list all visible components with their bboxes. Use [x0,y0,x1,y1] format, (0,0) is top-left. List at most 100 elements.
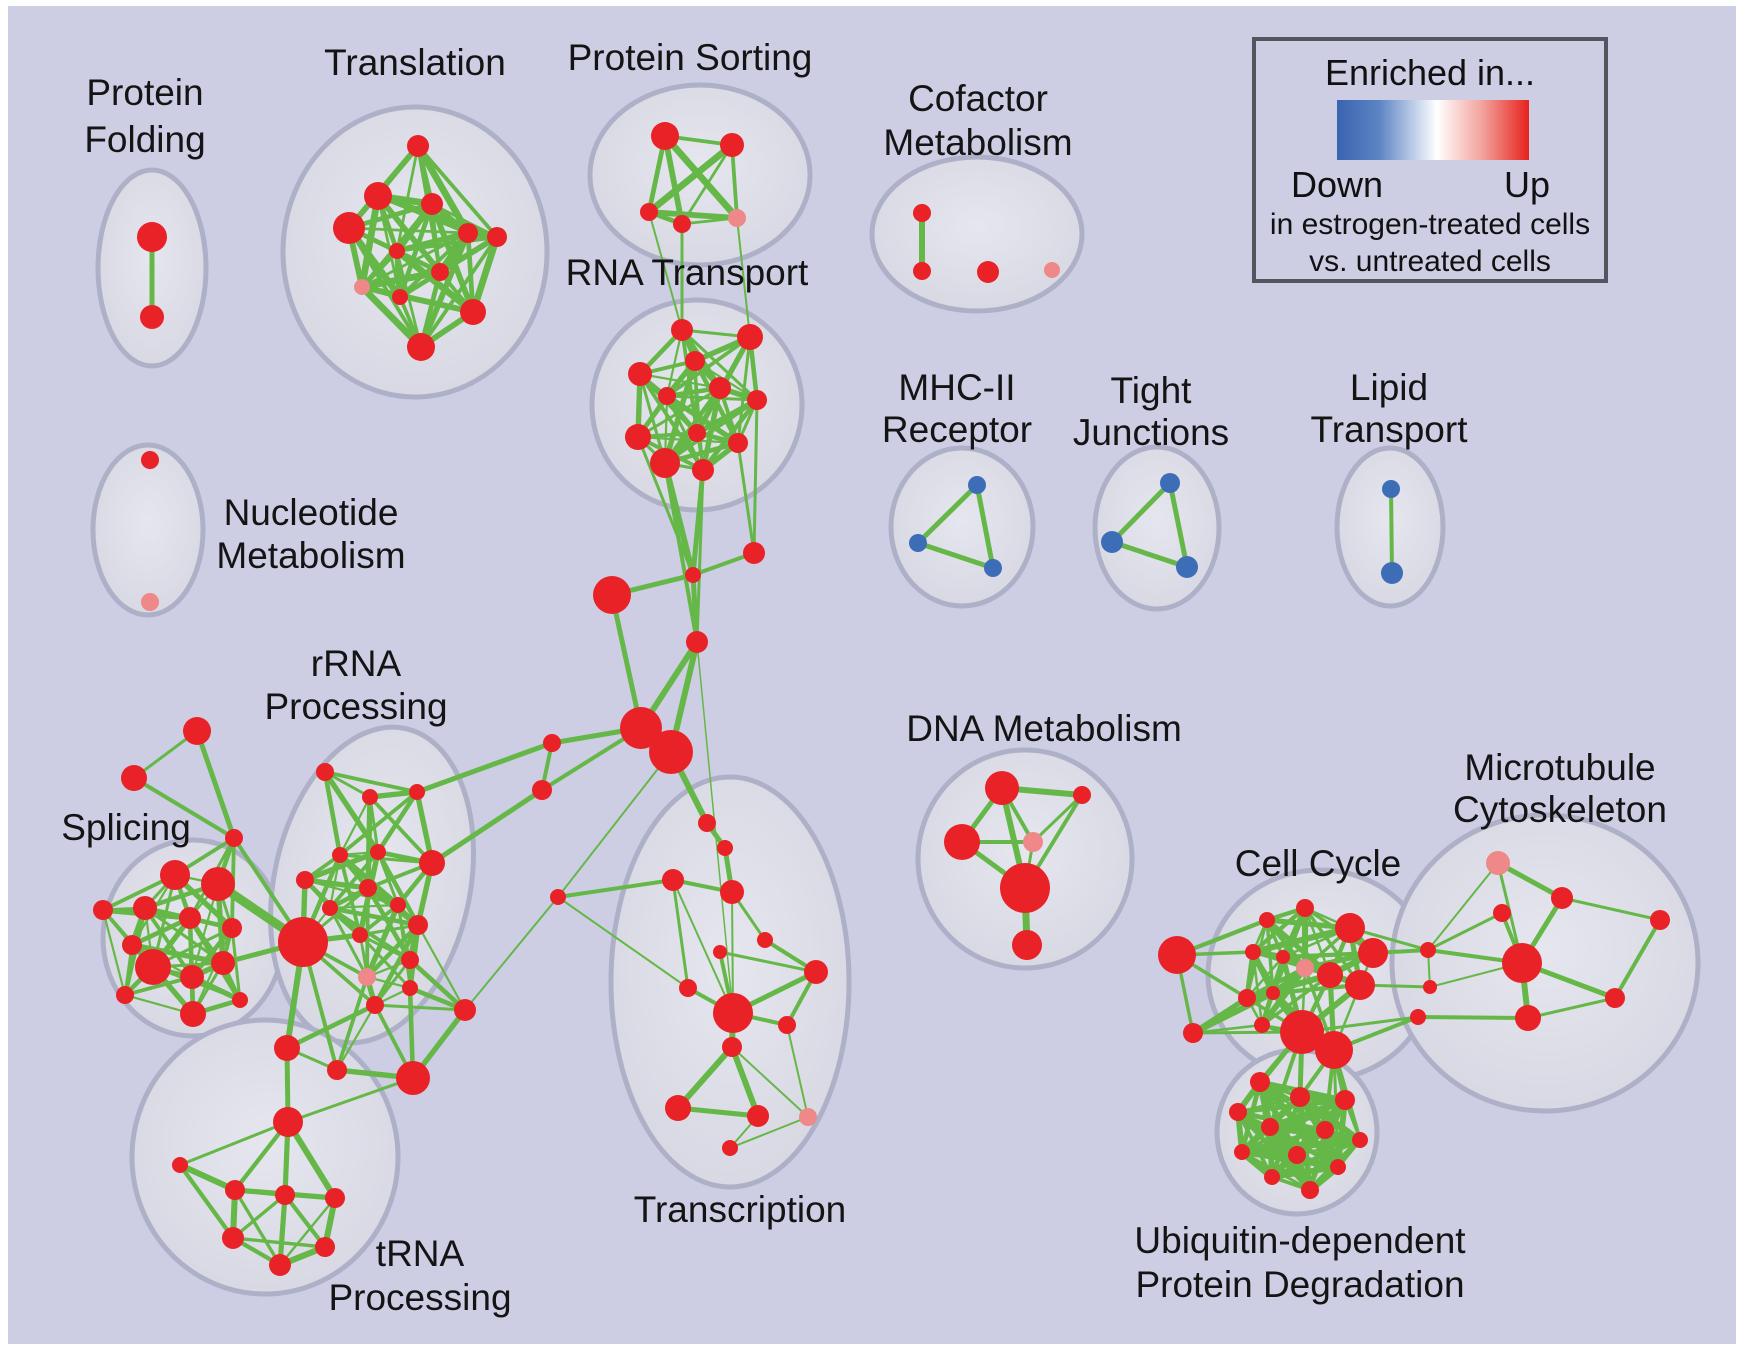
node-microtubule-8[interactable] [1423,980,1437,994]
node-microtubule-4[interactable] [1605,988,1625,1008]
node-rrna-19[interactable] [402,980,418,996]
node-tight_junctions-1[interactable] [1101,531,1123,553]
node-cell_cycle-8[interactable] [1296,959,1314,977]
node-splicing-0[interactable] [183,717,211,745]
node-microtubule-2[interactable] [1493,904,1511,922]
node-microtubule-1[interactable] [1551,887,1573,909]
node-cell_cycle-2[interactable] [1259,912,1275,928]
node-cofactor-0[interactable] [913,204,931,222]
node-transcription-10[interactable] [722,1037,742,1057]
node-cell_cycle-11[interactable] [1238,989,1256,1007]
node-dna-3[interactable] [1023,832,1043,852]
node-chain-5[interactable] [649,730,693,774]
node-splicing-12[interactable] [180,965,204,989]
node-transcription-8[interactable] [713,993,753,1033]
node-lipid_transport-1[interactable] [1381,562,1403,584]
node-rrna-8[interactable] [390,897,406,913]
node-rrna-17[interactable] [396,1061,430,1095]
node-ubiquitin-7[interactable] [1234,1144,1250,1160]
node-transcription-13[interactable] [799,1108,817,1126]
cluster-ellipse-trna[interactable] [129,1017,401,1297]
node-rna_transport-9[interactable] [728,433,748,453]
node-ubiquitin-2[interactable] [1335,1090,1355,1110]
node-rrna-18[interactable] [366,996,384,1014]
node-translation-11[interactable] [487,227,507,247]
node-ubiquitin-11[interactable] [1301,1181,1319,1199]
node-rrna-2[interactable] [409,784,425,800]
node-splicing-1[interactable] [121,765,147,791]
node-splicing-2[interactable] [225,829,243,847]
node-trna-3[interactable] [275,1185,295,1205]
node-rrna-9[interactable] [322,900,338,916]
node-microtubule-6[interactable] [1650,910,1670,930]
node-trna-5[interactable] [222,1227,244,1249]
node-cell_cycle-7[interactable] [1276,950,1290,964]
node-splicing-15[interactable] [232,992,248,1008]
node-transcription-6[interactable] [804,960,828,984]
node-translation-3[interactable] [333,212,365,244]
node-ubiquitin-8[interactable] [1288,1146,1306,1164]
node-ubiquitin-6[interactable] [1352,1132,1368,1148]
node-rna_transport-3[interactable] [628,362,652,386]
node-chain-8[interactable] [550,889,566,905]
node-rrna-20[interactable] [454,999,476,1021]
node-protein_folding-1[interactable] [140,305,164,329]
node-dna-0[interactable] [985,771,1019,805]
node-chain-3[interactable] [686,631,708,653]
node-microtubule-5[interactable] [1515,1005,1541,1031]
node-splicing-6[interactable] [93,900,113,920]
node-trna-0[interactable] [273,1107,303,1137]
node-nucleotide-0[interactable] [141,451,159,469]
node-microtubule-0[interactable] [1486,851,1510,875]
node-ubiquitin-5[interactable] [1316,1121,1334,1139]
node-mhc-0[interactable] [968,476,986,494]
node-rna_transport-5[interactable] [658,387,676,405]
node-chain-0[interactable] [743,542,765,564]
node-transcription-14[interactable] [722,1140,738,1156]
node-rrna-15[interactable] [274,1035,300,1061]
node-rrna-0[interactable] [316,763,334,781]
node-translation-10[interactable] [407,333,435,361]
node-translation-6[interactable] [431,263,449,281]
node-rrna-11[interactable] [352,927,368,943]
node-translation-5[interactable] [389,243,405,259]
node-transcription-7[interactable] [679,979,697,997]
node-lipid_transport-0[interactable] [1382,480,1400,498]
cluster-ellipse-microtubule[interactable] [1389,812,1701,1114]
node-transcription-11[interactable] [665,1095,691,1121]
node-dna-2[interactable] [944,824,980,860]
node-rna_transport-2[interactable] [685,351,705,371]
node-translation-7[interactable] [354,279,370,295]
node-mhc-2[interactable] [984,559,1002,577]
node-trna-4[interactable] [325,1188,345,1208]
node-protein_sorting-1[interactable] [720,133,744,157]
node-rrna-12[interactable] [278,917,328,967]
cluster-ellipse-nucleotide[interactable] [90,442,206,618]
node-microtubule-9[interactable] [1410,1009,1426,1025]
node-rrna-10[interactable] [408,915,428,935]
node-splicing-11[interactable] [211,951,235,975]
node-chain-1[interactable] [685,567,701,583]
node-ubiquitin-3[interactable] [1229,1103,1247,1121]
node-rna_transport-0[interactable] [671,319,693,341]
node-splicing-9[interactable] [122,935,142,955]
node-rrna-4[interactable] [370,844,386,860]
node-tight_junctions-2[interactable] [1176,556,1198,578]
node-microtubule-7[interactable] [1420,942,1436,958]
node-transcription-9[interactable] [778,1016,796,1034]
node-trna-1[interactable] [172,1157,188,1173]
node-cell_cycle-0[interactable] [1158,936,1196,974]
node-cell_cycle-6[interactable] [1245,944,1261,960]
node-cell_cycle-1[interactable] [1183,1023,1203,1043]
node-trna-7[interactable] [269,1254,291,1276]
node-dna-5[interactable] [1012,930,1042,960]
node-protein_sorting-0[interactable] [651,122,679,150]
node-trna-2[interactable] [225,1180,245,1200]
node-cofactor-1[interactable] [913,262,931,280]
cluster-ellipse-tight_junctions[interactable] [1092,444,1222,612]
node-tight_junctions-0[interactable] [1160,473,1180,493]
node-dna-1[interactable] [1073,786,1091,804]
node-splicing-4[interactable] [201,867,235,901]
node-transcription-2[interactable] [662,869,684,891]
node-ubiquitin-4[interactable] [1261,1118,1279,1136]
